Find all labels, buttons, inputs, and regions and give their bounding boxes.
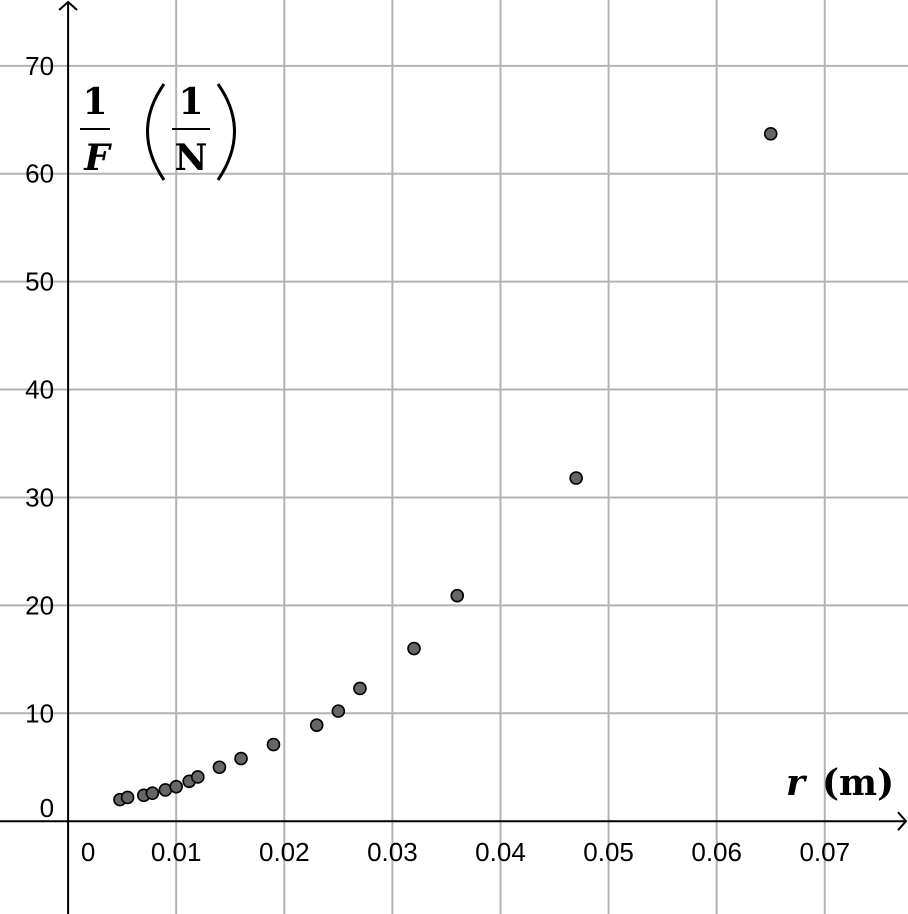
- data-point: [145, 786, 160, 800]
- x-axis-arrow-icon: [897, 811, 908, 831]
- y-tick-label: 20: [25, 590, 54, 620]
- y-unit-numerator: 1: [178, 81, 203, 123]
- vertical-gridlines: [175, 0, 826, 914]
- data-point: [266, 737, 281, 752]
- x-tick-label: 0.06: [691, 837, 742, 867]
- data-point: [407, 641, 421, 656]
- data-point: [569, 471, 583, 485]
- y-tick-label: 0: [40, 793, 54, 823]
- data-point: [212, 760, 227, 775]
- data-point: [763, 127, 778, 141]
- y-tick-label: 30: [25, 482, 54, 512]
- data-point: [450, 588, 465, 603]
- y-tick-labels: 0 10 20 30 40 50 60 70: [25, 51, 54, 823]
- data-point: [234, 751, 248, 766]
- x-tick-label: 0.05: [583, 837, 634, 867]
- x-tick-label: 0.04: [475, 837, 526, 867]
- y-unit-denominator: N: [175, 137, 208, 179]
- y-tick-label: 60: [25, 159, 54, 189]
- y-tick-label: 40: [25, 375, 54, 405]
- x-tick-label: 0.07: [799, 837, 850, 867]
- data-point: [191, 770, 205, 784]
- y-label-numerator: 1: [82, 81, 107, 123]
- y-label-denominator: F: [83, 137, 112, 179]
- data-point: [331, 704, 346, 718]
- x-tick-label: 0.03: [367, 837, 418, 867]
- data-point: [120, 790, 135, 805]
- data-point: [169, 779, 183, 794]
- y-axis-arrow-icon: [58, 0, 78, 11]
- x-label-variable: r: [786, 762, 808, 804]
- y-tick-label: 50: [25, 267, 54, 297]
- left-paren-icon: [146, 83, 166, 181]
- x-axis-label: r (m): [786, 762, 894, 804]
- horizontal-gridlines: [0, 64, 908, 715]
- x-tick-labels: 0 0.01 0.02 0.03 0.04 0.05 0.06 0.07: [81, 837, 850, 867]
- data-point: [353, 681, 367, 696]
- y-axis-label: 1 F 1 N: [80, 81, 236, 181]
- x-tick-label: 0.01: [151, 837, 202, 867]
- data-points: [113, 127, 778, 807]
- right-paren-icon: [216, 83, 236, 181]
- x-tick-label: 0.02: [259, 837, 310, 867]
- x-label-unit: (m): [822, 762, 894, 804]
- y-tick-label: 70: [25, 51, 54, 81]
- x-tick-label: 0: [81, 837, 95, 867]
- data-point: [309, 718, 324, 732]
- y-tick-label: 10: [25, 698, 54, 728]
